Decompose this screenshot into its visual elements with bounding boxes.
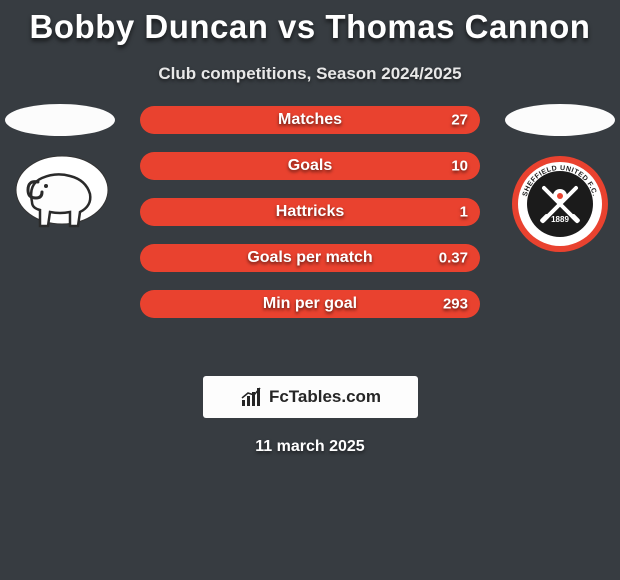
stat-row: Matches 27 [140, 106, 480, 134]
stat-label: Goals [288, 157, 332, 175]
stat-label: Matches [278, 111, 342, 129]
brand-box: FcTables.com [203, 376, 418, 418]
stat-value-right: 1 [460, 204, 468, 221]
subtitle: Club competitions, Season 2024/2025 [0, 64, 620, 84]
comparison-region: SHEFFIELD UNITED F.C. 1889 Matches 27 Goal… [0, 112, 620, 352]
team-left-crest-icon [10, 154, 110, 236]
page-title: Bobby Duncan vs Thomas Cannon [0, 0, 620, 46]
stat-value-right: 27 [451, 112, 468, 129]
stat-row: Hattricks 1 [140, 198, 480, 226]
stat-value-right: 0.37 [439, 250, 468, 267]
team-right-crest-icon: SHEFFIELD UNITED F.C. 1889 [510, 154, 610, 254]
date-text: 11 march 2025 [0, 438, 620, 456]
stat-row: Goals 10 [140, 152, 480, 180]
svg-text:1889: 1889 [551, 215, 569, 224]
stat-label: Hattricks [276, 203, 344, 221]
stat-bars: Matches 27 Goals 10 Hattricks 1 Goals per matc… [140, 106, 480, 318]
left-player-ellipse [5, 104, 115, 136]
stat-row: Goals per match 0.37 [140, 244, 480, 272]
team-left-column [0, 104, 120, 236]
brand-chart-icon [239, 386, 265, 408]
stat-label: Min per goal [263, 295, 357, 313]
stat-label: Goals per match [247, 249, 372, 267]
stat-value-right: 293 [443, 296, 468, 313]
stat-value-right: 10 [451, 158, 468, 175]
team-right-column: SHEFFIELD UNITED F.C. 1889 [500, 104, 620, 254]
brand-text: FcTables.com [269, 387, 381, 407]
stat-row: Min per goal 293 [140, 290, 480, 318]
right-player-ellipse [505, 104, 615, 136]
